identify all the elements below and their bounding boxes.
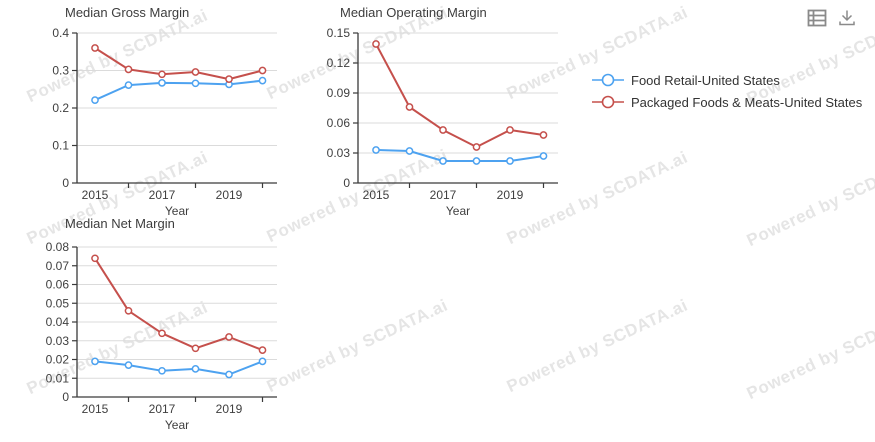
y-tick-label: 0.08	[46, 240, 70, 254]
y-tick-label: 0	[62, 176, 69, 190]
y-tick-label: 0.02	[46, 353, 70, 367]
legend-marker-red-icon	[592, 95, 624, 109]
data-point-marker[interactable]	[405, 147, 414, 155]
x-tick-label: 2015	[82, 402, 109, 416]
x-tick-label: 2015	[363, 188, 390, 202]
data-point-marker[interactable]	[506, 126, 514, 134]
y-tick-label: 0.05	[46, 296, 70, 310]
download-icon	[838, 10, 855, 25]
operating-margin-plot: 0 0.03 0.06 0.09 0.12 0.15 2015 2017 2019 Year	[327, 26, 558, 218]
net-margin-plot: 0 0.01 0.02 0.03 0.04 0.05 0.06 0.07 0.08 2015 201…	[46, 240, 277, 432]
data-point-marker[interactable]	[158, 329, 166, 338]
x-tick-label: 2019	[497, 188, 524, 202]
data-point-marker[interactable]	[439, 126, 447, 134]
legend-label: Packaged Foods & Meats-United States	[631, 94, 863, 110]
legend-marker-blue-icon	[592, 73, 624, 87]
x-tick-label: 2019	[216, 402, 243, 416]
y-tick-label: 0	[62, 390, 69, 404]
data-point-marker[interactable]	[506, 157, 514, 165]
gross-margin-plot: 0 0.1 0.2 0.3 0.4 2015 2017 2019 Year	[52, 26, 277, 218]
data-point-marker[interactable]	[539, 152, 548, 160]
data-point-marker[interactable]	[91, 254, 99, 263]
chart-title-net-margin: Median Net Margin	[65, 216, 175, 231]
series-line	[94, 360, 263, 376]
data-point-marker[interactable]	[191, 68, 200, 76]
legend-item-packaged-foods[interactable]: Packaged Foods & Meats-United States	[592, 91, 862, 113]
series-line	[375, 43, 544, 148]
data-point-marker[interactable]	[158, 79, 166, 87]
x-tick-label: 2017	[149, 402, 176, 416]
x-tick-label: 2019	[216, 188, 243, 202]
data-point-marker[interactable]	[439, 157, 447, 165]
data-point-marker[interactable]	[539, 131, 548, 139]
y-tick-label: 0.1	[52, 139, 69, 153]
data-point-marker[interactable]	[225, 333, 233, 341]
x-tick-label: 2017	[149, 188, 176, 202]
chart-gross-margin: 0 0.1 0.2 0.3 0.4 2015 2017 2019 Year	[0, 0, 300, 218]
data-point-marker[interactable]	[158, 366, 166, 375]
series-line	[94, 79, 263, 102]
data-point-marker[interactable]	[124, 361, 133, 369]
data-point-marker[interactable]	[191, 344, 200, 353]
x-axis-title: Year	[446, 204, 470, 218]
chart-toolbar	[806, 7, 857, 28]
series-line	[375, 149, 544, 162]
y-tick-label: 0.07	[46, 259, 70, 273]
x-tick-label: 2017	[430, 188, 457, 202]
watermark: Powered by SCDATA.ai	[503, 295, 691, 397]
data-point-marker[interactable]	[405, 103, 414, 111]
watermark: Powered by SCDATA.ai	[743, 302, 875, 404]
data-point-marker[interactable]	[258, 76, 267, 85]
y-tick-label: 0.04	[46, 315, 70, 329]
y-tick-label: 0.06	[46, 278, 70, 292]
view-data-table-button[interactable]	[806, 7, 827, 28]
y-tick-label: 0.09	[327, 86, 351, 100]
y-tick-label: 0.03	[327, 146, 351, 160]
data-point-marker[interactable]	[191, 79, 200, 88]
data-point-marker[interactable]	[91, 44, 99, 52]
x-axis-title: Year	[165, 418, 189, 432]
data-point-marker[interactable]	[372, 146, 380, 154]
y-tick-label: 0.06	[327, 116, 351, 130]
data-point-marker[interactable]	[91, 96, 99, 104]
data-point-marker[interactable]	[472, 143, 481, 151]
data-point-marker[interactable]	[91, 357, 99, 366]
y-tick-label: 0.4	[52, 26, 69, 40]
data-point-marker[interactable]	[258, 66, 267, 75]
data-point-marker[interactable]	[124, 306, 133, 315]
y-tick-label: 0.12	[327, 56, 351, 70]
x-axis-title: Year	[165, 204, 189, 218]
y-tick-label: 0.3	[52, 64, 69, 78]
y-tick-label: 0.03	[46, 334, 70, 348]
y-tick-label: 0	[343, 176, 350, 190]
data-point-marker[interactable]	[472, 157, 481, 165]
data-point-marker[interactable]	[124, 65, 133, 74]
data-point-marker[interactable]	[225, 370, 233, 379]
data-point-marker[interactable]	[372, 40, 380, 48]
watermark: Powered by SCDATA.ai	[743, 149, 875, 251]
chart-operating-margin: 0 0.03 0.06 0.09 0.12 0.15 2015 2017 2019 Year	[300, 0, 588, 218]
legend-label: Food Retail-United States	[631, 72, 780, 88]
series-line	[94, 257, 263, 352]
series-line	[94, 47, 263, 81]
data-point-marker[interactable]	[258, 357, 267, 366]
legend: Food Retail-United States Packaged Foods…	[592, 69, 862, 113]
data-point-marker[interactable]	[191, 365, 200, 373]
data-table-icon	[807, 9, 826, 26]
y-tick-label: 0.01	[46, 371, 70, 385]
download-button[interactable]	[836, 7, 857, 28]
chart-title-gross-margin: Median Gross Margin	[65, 5, 190, 20]
x-tick-label: 2015	[82, 188, 109, 202]
y-tick-label: 0.15	[327, 26, 351, 40]
data-point-marker[interactable]	[158, 70, 166, 79]
data-point-marker[interactable]	[225, 75, 233, 83]
chart-title-operating-margin: Median Operating Margin	[340, 5, 487, 20]
legend-item-food-retail[interactable]: Food Retail-United States	[592, 69, 862, 91]
y-tick-label: 0.2	[52, 101, 69, 115]
data-point-marker[interactable]	[124, 81, 133, 89]
data-point-marker[interactable]	[258, 346, 267, 354]
chart-net-margin: 0 0.01 0.02 0.03 0.04 0.05 0.06 0.07 0.08 2015 201…	[0, 218, 300, 442]
